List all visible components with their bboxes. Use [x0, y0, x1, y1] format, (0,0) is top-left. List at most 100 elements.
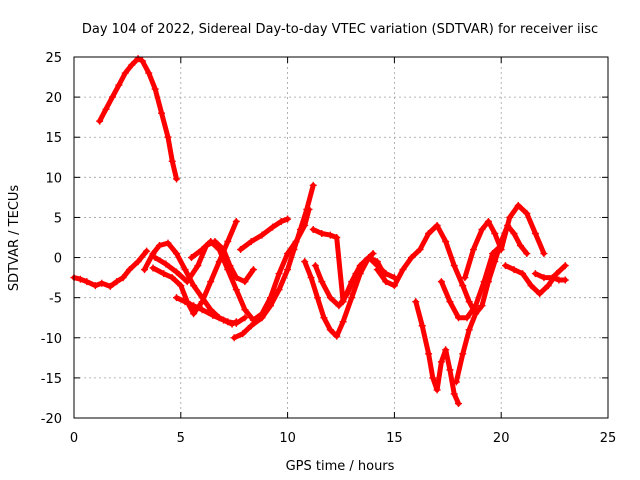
- data-point-pass-j-0: [311, 262, 319, 270]
- y-tick-label: -5: [49, 292, 62, 307]
- data-point-pass-l-4: [433, 386, 441, 394]
- data-point-pass-a-0: [140, 266, 148, 274]
- data-point-pass-o-2: [478, 225, 486, 233]
- data-point-pass-n-2: [454, 314, 462, 322]
- x-tick-label: 20: [493, 431, 510, 446]
- data-point-pass-i-2: [314, 294, 322, 302]
- data-point-pass-f-8: [296, 225, 304, 233]
- y-tick-label: 20: [45, 91, 62, 106]
- data-point-pass-c-1: [160, 270, 168, 278]
- x-tick-label: 25: [600, 431, 617, 446]
- data-point-pass-j-4: [343, 290, 351, 298]
- data-point-pass-e-2: [207, 238, 215, 246]
- data-point-pass-a-2: [155, 242, 163, 250]
- data-point-pass-a-3: [164, 239, 172, 247]
- series-pass-j: [312, 251, 376, 309]
- y-tick-label: 25: [45, 51, 62, 66]
- x-tick-label: 15: [386, 431, 403, 446]
- data-point-pass-f-4: [267, 302, 275, 310]
- data-point-pass-m-2: [465, 326, 473, 334]
- data-point-high-arc-8: [145, 69, 153, 77]
- data-point-pass-n-6: [489, 250, 497, 258]
- data-point-pass-j-7: [369, 250, 377, 258]
- data-point-pass-l-0: [412, 298, 420, 306]
- data-point-pass-f-5: [275, 286, 283, 294]
- data-point-pass-n-1: [446, 298, 454, 306]
- data-point-pass-m-4: [478, 302, 486, 310]
- data-point-pass-o-6: [506, 213, 514, 221]
- data-point-pass-o-0: [461, 274, 469, 282]
- data-point-high-arc-2: [108, 93, 116, 101]
- data-point-pass-p-2: [519, 270, 527, 278]
- data-point-pass-n-3: [463, 314, 471, 322]
- data-point-pass-g-4: [277, 217, 285, 225]
- data-point-early-baseline-1: [76, 275, 84, 283]
- data-point-pass-q-1: [540, 274, 548, 282]
- data-point-pass-b-3: [198, 306, 206, 314]
- data-point-pass-l-8: [450, 390, 458, 398]
- data-point-pass-g-3: [269, 223, 277, 231]
- data-point-pass-o-9: [531, 229, 539, 237]
- y-tick-label: 0: [54, 252, 62, 267]
- series-high-arc: [97, 56, 179, 182]
- data-point-early-baseline-5: [106, 282, 114, 290]
- data-point-high-arc-6: [134, 55, 142, 63]
- data-point-high-arc-9: [151, 85, 159, 93]
- data-point-pass-d-0: [151, 254, 159, 262]
- data-point-pass-o-7: [514, 201, 522, 209]
- data-point-early-baseline-10: [143, 247, 151, 255]
- y-tick-label: -15: [41, 372, 62, 387]
- data-point-pass-q-2: [548, 274, 556, 282]
- data-point-pass-l-5: [437, 358, 445, 366]
- data-point-pass-e-0: [187, 254, 195, 262]
- data-point-pass-i-3: [320, 314, 328, 322]
- data-series-group: [70, 55, 569, 408]
- data-point-pass-c-5: [190, 310, 198, 318]
- data-point-pass-i-4: [326, 326, 334, 334]
- data-point-pass-b-4: [209, 311, 217, 319]
- data-point-pass-k-5: [416, 246, 424, 254]
- data-point-pass-n-5: [480, 278, 488, 286]
- data-point-pass-p-5: [544, 282, 552, 290]
- data-point-pass-f-10: [309, 181, 317, 189]
- data-point-pass-l-3: [429, 374, 437, 382]
- data-point-pass-i-6: [339, 318, 347, 326]
- data-point-pass-c-6: [198, 298, 206, 306]
- data-point-pass-c-9: [224, 238, 232, 246]
- data-point-pass-k-7: [433, 221, 441, 229]
- data-point-pass-d-3: [183, 278, 191, 286]
- chart-title: Day 104 of 2022, Sidereal Day-to-day VTE…: [82, 22, 598, 37]
- data-point-pass-f-6: [284, 266, 292, 274]
- data-point-pass-d-10: [241, 278, 249, 286]
- data-point-pass-o-8: [523, 209, 531, 217]
- data-point-pass-p-7: [561, 262, 569, 270]
- x-tick-label: 5: [177, 431, 185, 446]
- data-point-pass-a-5: [181, 266, 189, 274]
- data-point-pass-a-4: [173, 250, 181, 258]
- grid-lines: [74, 57, 608, 418]
- data-point-pass-h-1: [318, 229, 326, 237]
- data-point-high-arc-12: [168, 157, 176, 165]
- data-point-pass-l-9: [454, 400, 462, 408]
- data-point-pass-m-10: [516, 242, 524, 250]
- data-point-pass-e-6: [241, 306, 249, 314]
- data-point-pass-o-10: [540, 250, 548, 258]
- y-tick-label: -10: [41, 332, 62, 347]
- data-point-pass-b-6: [228, 320, 236, 328]
- data-point-pass-n-0: [437, 278, 445, 286]
- series-pass-k: [374, 223, 479, 317]
- data-point-pass-k-3: [399, 266, 407, 274]
- data-point-high-arc-4: [121, 69, 129, 77]
- data-point-pass-i-7: [348, 294, 356, 302]
- data-point-pass-g-5: [284, 215, 292, 223]
- data-point-pass-e-4: [224, 266, 232, 274]
- data-point-pass-c-7: [207, 278, 215, 286]
- data-point-pass-p-1: [510, 266, 518, 274]
- x-axis-label: GPS time / hours: [286, 459, 395, 474]
- data-point-early-baseline-7: [119, 274, 127, 282]
- data-point-pass-k-6: [425, 229, 433, 237]
- series-pass-q: [532, 271, 568, 283]
- data-point-pass-i-10: [373, 258, 381, 266]
- data-point-pass-f-3: [258, 314, 266, 322]
- data-point-pass-q-0: [531, 270, 539, 278]
